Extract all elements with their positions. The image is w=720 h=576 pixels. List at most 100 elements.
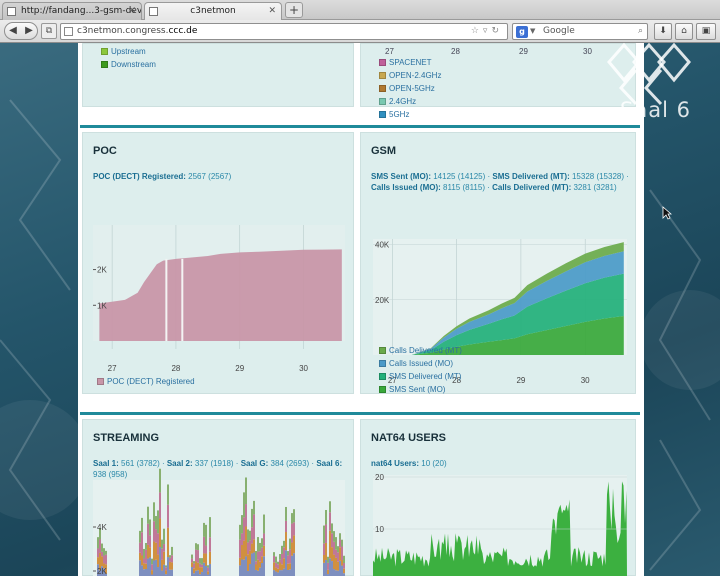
legend-label: SPACENET [389, 58, 432, 67]
stream-bar [241, 559, 243, 576]
stream-bar [207, 571, 209, 575]
stream-bar [329, 530, 331, 559]
download-button[interactable]: ⬇ [654, 23, 672, 40]
back-forward-buttons[interactable]: ◀ ▶ [4, 22, 38, 40]
stream-bar [239, 539, 241, 558]
stat-label: SMS Delivered (MT): [492, 172, 570, 181]
page-content: Upstream Downstream 27 28 29 30 SPACENET… [78, 43, 644, 576]
legend-swatch [379, 347, 386, 354]
stream-bar [97, 537, 99, 549]
stream-bar [257, 559, 259, 571]
y-tick-label: 1K [97, 301, 107, 310]
stream-bar [245, 477, 247, 505]
stream-bar [197, 544, 199, 551]
new-tab-button[interactable]: + [285, 2, 303, 18]
x-tick-label: 28 [171, 364, 180, 373]
gsm-series-area [379, 273, 624, 355]
stream-bar [257, 537, 259, 552]
stream-bar [253, 514, 255, 540]
close-icon[interactable]: ✕ [128, 6, 136, 16]
stream-bar [275, 571, 277, 576]
stream-bar [159, 546, 161, 576]
stream-bar [171, 562, 173, 570]
legend-item[interactable]: SMS Delivered (MT) [379, 371, 462, 384]
google-icon[interactable]: g [516, 26, 528, 38]
stat-value: 384 (2693) [270, 459, 310, 468]
stream-bar [207, 574, 209, 576]
search-icon[interactable]: ⌕ [637, 26, 643, 36]
tab-fandango[interactable]: http://fandang...3-gsm-devices/ ✕ [2, 2, 142, 20]
section-divider [80, 125, 640, 128]
poc-panel: POC POC (DECT) Registered: 2567 (2567) 2… [82, 132, 354, 394]
stream-bar [279, 554, 281, 560]
legend-item[interactable]: POC (DECT) Registered [97, 376, 195, 389]
stream-bar [199, 563, 201, 568]
stream-bar [329, 501, 331, 513]
stream-bar [171, 569, 173, 576]
stream-bar [147, 523, 149, 545]
stream-bar [201, 564, 203, 568]
legend-item[interactable]: Calls Issued (MO) [379, 358, 462, 371]
stream-bar [263, 556, 265, 576]
plot-area [93, 480, 345, 576]
legend-item[interactable]: SPACENET [379, 57, 441, 70]
home-button[interactable]: ⌂ [675, 23, 693, 40]
tab-c3netmon[interactable]: c3netmon ✕ [144, 2, 282, 20]
address-bar[interactable]: c3netmon.congress.ccc.de ☆▿↻ [60, 23, 508, 40]
stream-bar [105, 554, 107, 565]
traffic-legend: Upstream Downstream [101, 46, 156, 72]
stream-bar [249, 540, 251, 551]
stat-value: 938 (958) [93, 470, 128, 479]
legend-item[interactable]: OPEN-5GHz [379, 83, 441, 96]
stream-bar [253, 539, 255, 553]
stream-bar [255, 569, 257, 576]
legend-item[interactable]: SMS Sent (MO) [379, 384, 462, 397]
stream-bar [193, 568, 195, 574]
stream-bar [337, 570, 339, 576]
forward-icon[interactable]: ▶ [25, 25, 33, 36]
legend-item[interactable]: 2.4GHz [379, 96, 441, 109]
stream-bar [191, 554, 193, 559]
back-icon[interactable]: ◀ [9, 25, 17, 36]
gsm-series-area [379, 242, 624, 355]
stream-bar [195, 570, 197, 576]
stream-bar [277, 572, 279, 576]
legend-item[interactable]: Downstream [101, 59, 156, 72]
stream-bar [281, 545, 283, 554]
stream-bar [251, 553, 253, 576]
stream-bar [341, 539, 343, 547]
x-tick-label: 30 [583, 47, 592, 56]
mouse-cursor-icon [662, 206, 672, 220]
stream-bar [241, 533, 243, 546]
legend-item[interactable]: OPEN-2.4GHz [379, 70, 441, 83]
stream-bar [169, 557, 171, 562]
stream-bar [249, 530, 251, 541]
legend-item[interactable]: 5GHz [379, 109, 441, 122]
stream-bar [341, 565, 343, 576]
stream-bar [331, 547, 333, 562]
stream-bar [145, 543, 147, 550]
chevron-down-icon[interactable]: ▼ [530, 27, 536, 35]
legend-item[interactable]: Upstream [101, 46, 156, 59]
address-bar-icons[interactable]: ☆▿↻ [470, 26, 503, 36]
stream-bar [285, 506, 287, 521]
stream-bar [263, 533, 265, 546]
stream-bar [283, 558, 285, 569]
stream-bar [323, 543, 325, 555]
search-input[interactable]: g ▼ Google ⌕ [512, 23, 648, 40]
wifi-legend: SPACENET OPEN-2.4GHz OPEN-5GHz 2.4GHz 5G… [379, 57, 441, 122]
stream-bar [273, 552, 275, 556]
site-identity-icon[interactable]: ⧉ [41, 23, 57, 39]
legend-swatch [379, 386, 386, 393]
close-icon[interactable]: ✕ [268, 6, 276, 16]
stream-bar [243, 517, 245, 541]
menu-button[interactable]: ▣ [696, 23, 716, 40]
stream-bar [273, 570, 275, 576]
legend-item[interactable]: Calls Delivered (MT) [379, 345, 462, 358]
stream-bar [325, 524, 327, 543]
stream-bar [331, 561, 333, 576]
x-tick-label: 28 [451, 47, 460, 56]
x-tick-label: 29 [235, 364, 244, 373]
stream-bar [343, 568, 345, 574]
stream-bar [195, 543, 197, 550]
